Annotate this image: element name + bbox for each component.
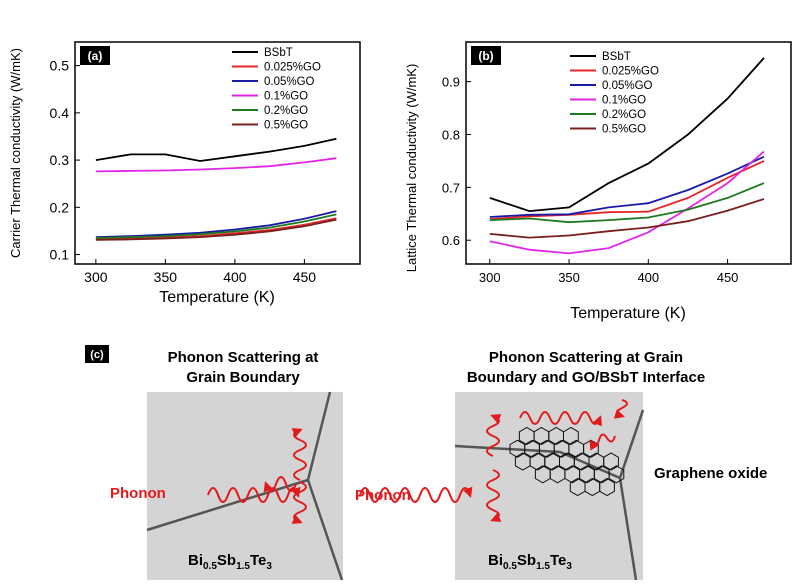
x-tick-label: 450 [293, 269, 317, 285]
series-line-0.025%GO [95, 217, 337, 240]
left-grain-boundary-branch [146, 478, 309, 532]
legend-label: 0.1%GO [602, 95, 646, 107]
phonon-wave-left-down [291, 481, 307, 524]
x-tick-label: 400 [223, 269, 247, 285]
axes-ticks-b: 300 350 400 450 0.6 0.7 0.8 0.9 [442, 75, 739, 285]
material-label-left: Bi0.5Sb1.5Te3 [188, 552, 272, 572]
panel-label-box-b [471, 46, 501, 65]
x-tick-label: 300 [84, 269, 108, 285]
series-line-0.2%GO [489, 182, 765, 224]
panel-label-box-c [85, 345, 109, 363]
x-tick-label: 450 [717, 270, 739, 285]
panel-label-box-a [80, 46, 110, 65]
panel-label-c: (c) [90, 349, 104, 361]
legend-label: 0.5%GO [264, 120, 308, 132]
series-line-0.025%GO [489, 160, 765, 220]
phonon-wave-right-incoming [359, 486, 473, 503]
right-diagram-title-line2: Boundary and GO/BSbT Interface [467, 369, 705, 386]
phonon-label-left: Phonon [110, 485, 166, 502]
legend-a: BSbT 0.025%GO 0.05%GO 0.1%GO 0.2%GO 0.5%GO [232, 47, 321, 132]
left-diagram-title-line2: Grain Boundary [186, 369, 300, 386]
phonon-wave-left-back [263, 476, 297, 493]
y-tick-label: 0.7 [442, 180, 460, 195]
graphene-oxide-lattice [509, 426, 625, 497]
series-line-0.1%GO [95, 157, 337, 173]
phonon-wave-reflected [589, 433, 616, 451]
legend-label: 0.025%GO [602, 66, 659, 78]
legend-label: 0.5%GO [602, 124, 646, 136]
series-line-0.5%GO [95, 218, 337, 241]
legend-label: 0.1%GO [264, 91, 308, 103]
material-label-right: Bi0.5Sb1.5Te3 [488, 552, 572, 572]
legend-label: BSbT [602, 51, 631, 63]
y-tick-label: 0.6 [442, 233, 460, 248]
legend-label: 0.05%GO [602, 80, 653, 92]
legend-label: 0.2%GO [264, 105, 308, 117]
legend-label: 0.05%GO [264, 76, 315, 88]
x-tick-label: 400 [637, 270, 659, 285]
left-diagram-title-line1: Phonon Scattering at [168, 349, 319, 366]
phonon-wave-top [519, 411, 602, 427]
hexagon-cell [608, 465, 625, 484]
series-line-BSbT [489, 57, 765, 213]
right-diagram-title-line1: Phonon Scattering at Grain [489, 349, 683, 366]
scattering-diagram: (c) Phonon Scattering at Grain Boundary … [85, 345, 767, 581]
hexagon-cell [563, 426, 579, 446]
phonon-label-right: Phonon [355, 487, 411, 504]
y-tick-label: 0.2 [50, 199, 70, 215]
plot-frame-a [74, 41, 361, 265]
series-line-0.2%GO [95, 213, 337, 239]
y-axis-label-a: Carrier Thermal conductivity (W/mK) [8, 48, 23, 258]
chart-b: 300 350 400 450 0.6 0.7 0.8 0.9 BSbT 0.025%GO 0.0… [404, 41, 792, 322]
legend-label: BSbT [264, 47, 293, 59]
phonon-wave-right-down [486, 469, 502, 522]
phonon-wave-left-incoming [207, 486, 301, 503]
phonon-wave-right-up [486, 414, 502, 457]
y-tick-label: 0.9 [442, 75, 460, 90]
series-line-BSbT [95, 137, 337, 162]
plot-frame-b [465, 41, 792, 265]
x-axis-label-a: Temperature (K) [159, 289, 275, 306]
series-line-0.1%GO [489, 150, 765, 255]
series-lines-a [95, 137, 337, 241]
phonon-wave-left-up [291, 428, 307, 481]
y-tick-label: 0.1 [50, 247, 70, 263]
y-tick-label: 0.5 [50, 58, 70, 74]
x-tick-label: 350 [558, 270, 580, 285]
series-line-0.5%GO [489, 198, 765, 239]
panel-label-a: (a) [88, 49, 103, 63]
series-line-0.05%GO [95, 210, 337, 238]
hexagon-cell [603, 452, 619, 471]
legend-label: 0.025%GO [264, 62, 321, 74]
left-grain-region [147, 392, 343, 580]
y-tick-label: 0.4 [50, 105, 70, 121]
x-tick-label: 350 [154, 269, 178, 285]
phonon-wave-corner [613, 399, 628, 419]
x-tick-label: 300 [479, 270, 501, 285]
y-axis-label-b: Lattice Thermal conductivity (W/mK) [404, 64, 419, 273]
graphene-oxide-label: Graphene oxide [654, 465, 767, 482]
axes-ticks-a: 300 350 400 450 0.1 0.2 0.3 0.4 0.5 [50, 58, 317, 285]
x-axis-label-b: Temperature (K) [570, 305, 686, 322]
chart-a: 300 350 400 450 0.1 0.2 0.3 0.4 0.5 BSbT 0.025%GO… [8, 41, 361, 306]
series-line-0.05%GO [489, 155, 765, 218]
y-tick-label: 0.3 [50, 152, 70, 168]
legend-label: 0.2%GO [602, 109, 646, 121]
y-tick-label: 0.8 [442, 128, 460, 143]
hexagon-cell [599, 477, 615, 497]
legend-b: BSbT 0.025%GO 0.05%GO 0.1%GO 0.2%GO 0.5%GO [570, 51, 659, 136]
series-lines-b [489, 57, 765, 255]
panel-label-b: (b) [478, 49, 493, 63]
